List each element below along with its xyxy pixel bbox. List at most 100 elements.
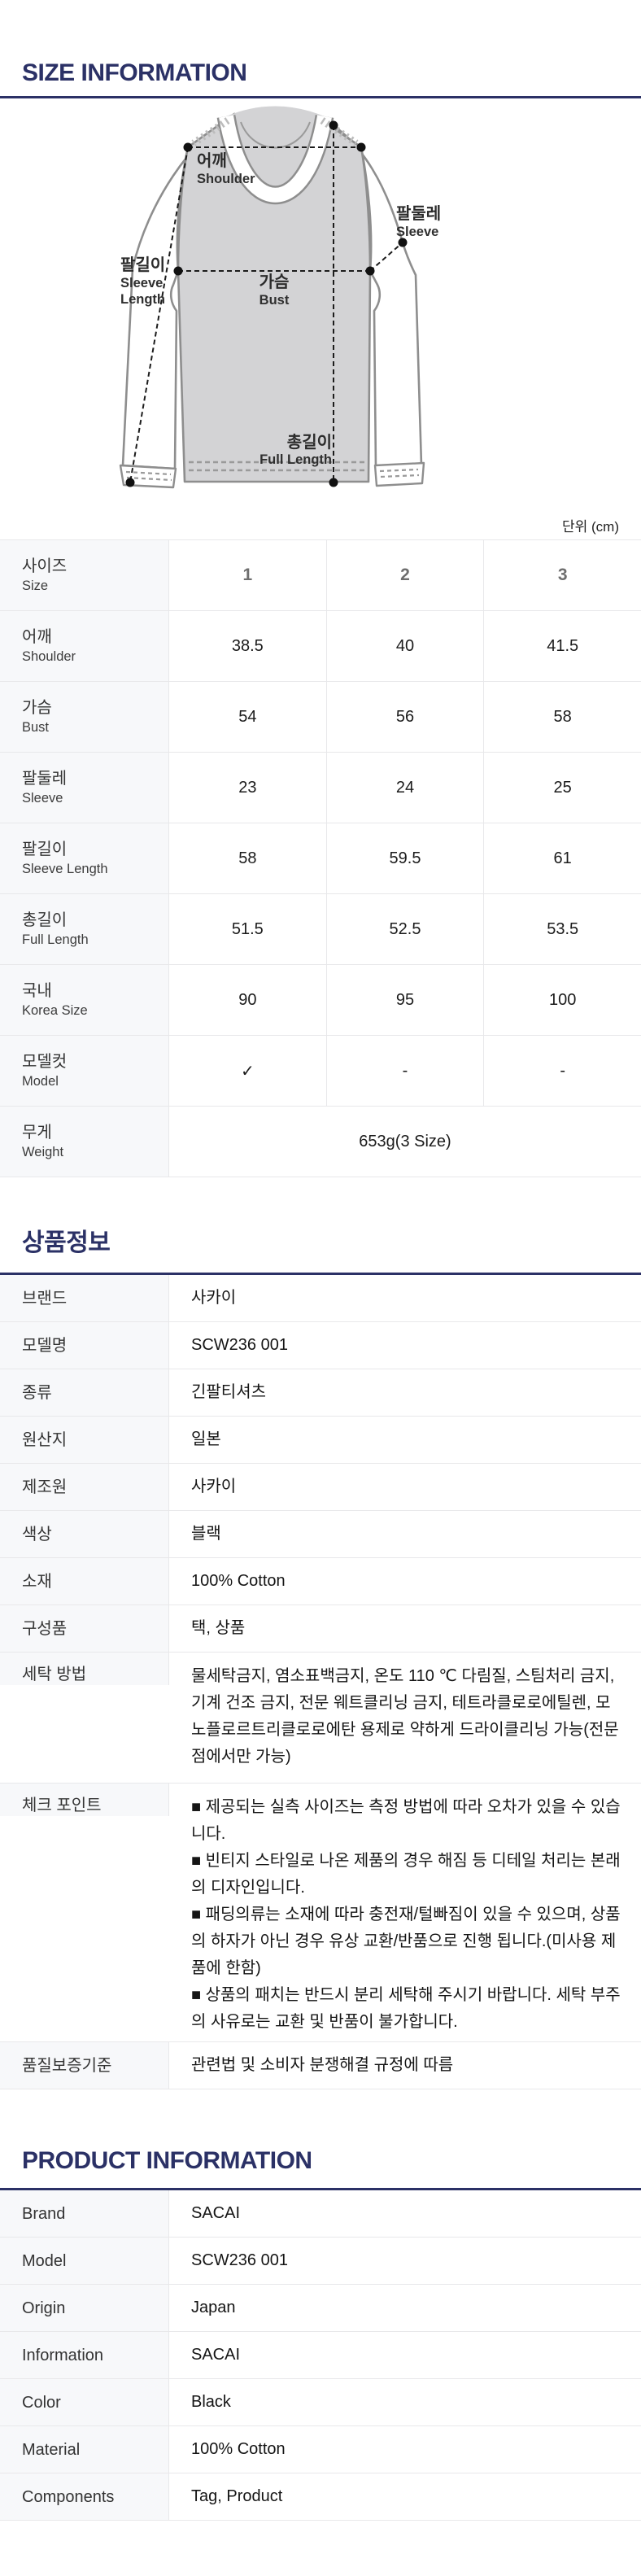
check-point-item: ■ 빈티지 스타일로 나온 제품의 경우 해짐 등 디테일 처리는 본래의 디자… xyxy=(191,1852,621,1897)
shoulder-label-en: Shoulder xyxy=(197,172,255,186)
full-length-label-en: Full Length xyxy=(259,452,332,467)
shirt-diagram-illustration: 어깨 Shoulder 팔둘레 Sleeve 팔길이 Sleeve Length… xyxy=(119,106,441,489)
size-row-label-cell: 팔길이 Sleeve Length xyxy=(0,823,169,893)
product-info-ko-row: 구성품 택, 상품 xyxy=(0,1605,641,1653)
bust-label-en: Bust xyxy=(259,293,290,308)
product-info-ko-row-value: 택, 상품 xyxy=(191,1619,246,1637)
size-row-label-cell: 모델컷 Model xyxy=(0,1036,169,1106)
product-info-en-row-label: Model xyxy=(0,2238,169,2284)
product-info-en-row: Components Tag, Product xyxy=(0,2473,641,2521)
product-info-en-row-label: Components xyxy=(0,2473,169,2520)
size-column-header-cell: 2 xyxy=(327,540,485,610)
product-info-ko-row-label: 색상 xyxy=(0,1511,169,1557)
size-row-label-ko: 팔둘레 xyxy=(22,770,68,788)
sleeve-length-label-en2: Length xyxy=(120,292,165,307)
size-row-label-ko: 사이즈 xyxy=(22,557,68,575)
product-info-ko-row-label: 브랜드 xyxy=(0,1275,169,1321)
size-row-value-cell: 653g(3 Size) xyxy=(359,1132,451,1150)
product-info-ko-row-label: 체크 포인트 xyxy=(0,1784,169,1816)
size-row-label-en: Bust xyxy=(22,720,50,735)
size-column-header-cell: 3 xyxy=(557,565,568,584)
sleeve-length-label-en1: Sleeve xyxy=(120,276,163,290)
measurement-lines xyxy=(129,125,403,483)
size-row-label-cell: 사이즈 Size xyxy=(0,540,169,610)
size-row-label-ko: 총길이 xyxy=(22,911,68,929)
product-info-en-row: Color Black xyxy=(0,2379,641,2426)
product-info-ko-row-value: 사카이 xyxy=(191,1289,237,1307)
product-info-ko-row-value: 블랙 xyxy=(191,1525,221,1543)
product-info-en-row-label: Brand xyxy=(0,2190,169,2237)
product-info-ko-row-value: 긴팔티셔츠 xyxy=(191,1383,266,1401)
size-table-row: 팔길이 Sleeve Length 58 59.5 61 xyxy=(0,823,641,894)
size-row-label-ko: 무게 xyxy=(22,1124,52,1142)
product-info-ko-table: 브랜드 사카이 모델명 SCW236 001 종류 긴팔티셔츠 원산지 일본 제조원 사카이 색상 블… xyxy=(0,1273,641,2089)
cuff-stitch-lines xyxy=(125,468,420,482)
size-row-label-cell: 국내 Korea Size xyxy=(0,965,169,1035)
size-row-value-cell: 53.5 xyxy=(547,919,579,938)
size-table-row: 사이즈 Size 1 2 3 xyxy=(0,540,641,611)
product-info-ko-row-value: 물세탁금지, 염소표백금지, 온도 110 ℃ 다림질, 스팀처리 금지, 기계… xyxy=(191,1667,619,1766)
size-row-value-cell: 38.5 xyxy=(169,611,327,681)
size-row-label-cell: 총길이 Full Length xyxy=(0,894,169,964)
product-info-ko-row-value: 일본 xyxy=(191,1430,221,1448)
size-row-label-en: Full Length xyxy=(22,932,89,947)
size-row-value-cell: 41.5 xyxy=(547,636,579,655)
product-info-en-row-value: Black xyxy=(191,2393,231,2411)
product-info-en-row: Model SCW236 001 xyxy=(0,2238,641,2285)
check-point-item: ■ 상품의 패치는 반드시 분리 세탁해 주시기 바랍니다. 세탁 부주의 사유… xyxy=(191,1986,621,2031)
size-row-label-en: Korea Size xyxy=(22,1003,88,1018)
size-row-value-cell: 51.5 xyxy=(169,894,327,964)
shoulder-label-ko: 어깨 xyxy=(197,151,227,170)
product-info-en-row: Information SACAI xyxy=(0,2332,641,2379)
size-row-label-ko: 팔길이 xyxy=(22,840,68,858)
size-row-label-cell: 팔둘레 Sleeve xyxy=(0,753,169,823)
product-info-en-row-label: Color xyxy=(0,2379,169,2425)
size-table-row: 가슴 Bust 54 56 58 xyxy=(0,682,641,753)
product-info-ko-row-label: 구성품 xyxy=(0,1605,169,1652)
size-table-row: 팔둘레 Sleeve 23 24 25 xyxy=(0,753,641,823)
back-neck-seam xyxy=(240,121,311,149)
size-row-label-en: Shoulder xyxy=(22,649,76,664)
left-sleeve-shape xyxy=(121,112,236,470)
product-info-ko-row: 브랜드 사카이 xyxy=(0,1275,641,1322)
bust-label-ko: 가슴 xyxy=(259,273,290,291)
size-row-value-cell: 40 xyxy=(327,611,485,681)
size-row-label-ko: 어깨 xyxy=(22,628,52,646)
product-info-en-row-label: Origin xyxy=(0,2285,169,2331)
check-point-item: ■ 패딩의류는 소재에 따라 충전재/털빠짐이 있을 수 있으며, 상품의 하자… xyxy=(191,1906,621,1977)
size-row-value-cell: - xyxy=(327,1036,485,1106)
product-info-en-row: Brand SACAI xyxy=(0,2190,641,2238)
size-information-title: SIZE INFORMATION xyxy=(22,59,247,86)
product-info-en-row-label: Information xyxy=(0,2332,169,2378)
size-row-value-cell: 24 xyxy=(327,753,485,823)
size-row-label-en: Sleeve xyxy=(22,791,63,806)
right-cuff-shape xyxy=(373,461,425,487)
sleeve-girth-label-en: Sleeve xyxy=(396,225,438,239)
size-table-row: 총길이 Full Length 51.5 52.5 53.5 xyxy=(0,894,641,965)
product-info-ko-row-value: 100% Cotton xyxy=(191,1572,286,1590)
product-info-ko-row-label: 원산지 xyxy=(0,1417,169,1463)
product-info-ko-row-label: 모델명 xyxy=(0,1322,169,1369)
product-info-ko-row-value: SCW236 001 xyxy=(191,1336,288,1354)
product-info-en-row-value: Japan xyxy=(191,2299,236,2316)
product-info-ko-row: 종류 긴팔티셔츠 xyxy=(0,1369,641,1417)
sleeve-girth-measure-line xyxy=(369,242,403,272)
product-info-en-row: Origin Japan xyxy=(0,2285,641,2332)
sleeve-girth-label-ko: 팔둘레 xyxy=(396,204,441,223)
size-row-value-cell: 58 xyxy=(553,707,572,726)
size-row-value-cell: 25 xyxy=(553,778,572,797)
product-info-ko-row: 색상 블랙 xyxy=(0,1511,641,1558)
size-row-value-cell: 58 xyxy=(169,823,327,893)
unit-label: 단위 (cm) xyxy=(562,519,619,535)
measurement-dots xyxy=(125,120,408,487)
product-info-ko-row: 세탁 방법 물세탁금지, 염소표백금지, 온도 110 ℃ 다림질, 스팀처리 금… xyxy=(0,1653,641,1784)
size-row-label-en: Sleeve Length xyxy=(22,862,108,876)
size-row-label-ko: 모델컷 xyxy=(22,1053,68,1071)
product-info-ko-row: 소재 100% Cotton xyxy=(0,1558,641,1605)
full-length-label-ko: 총길이 xyxy=(287,433,332,452)
size-table-row: 모델컷 Model ✓ - - xyxy=(0,1036,641,1107)
hem-stitch-lines xyxy=(189,461,364,472)
product-info-ko-row-value: 사카이 xyxy=(191,1478,237,1495)
size-row-value-cell: 95 xyxy=(327,965,485,1035)
